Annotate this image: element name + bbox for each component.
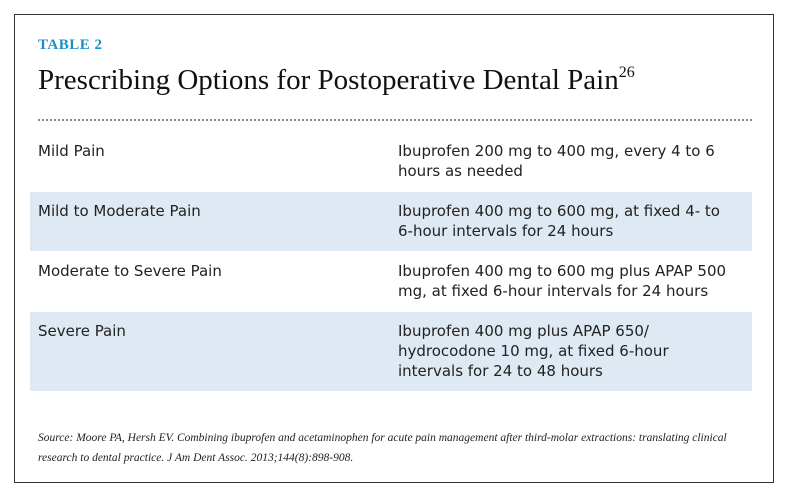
frame <box>14 14 774 483</box>
table-row: Moderate to Severe Pain Ibuprofen 400 mg … <box>30 252 752 312</box>
pain-level-cell: Severe Pain <box>38 322 126 340</box>
dosage-cell: Ibuprofen 400 mg to 600 mg plus APAP 500… <box>398 262 727 300</box>
dosage-cell: Ibuprofen 400 mg plus APAP 650/ hydrocod… <box>398 322 669 380</box>
pain-level-cell: Mild to Moderate Pain <box>38 202 201 220</box>
table: Mild Pain Ibuprofen 200 mg to 400 mg, eve… <box>30 132 752 392</box>
divider <box>38 119 752 121</box>
dosage-cell: Ibuprofen 400 mg to 600 mg, at fixed 4- … <box>398 202 720 240</box>
citation: 26 <box>618 64 635 81</box>
table-row: Mild Pain Ibuprofen 200 mg to 400 mg, eve… <box>30 132 752 192</box>
table-row: Mild to Moderate Pain Ibuprofen 400 mg to… <box>30 192 752 252</box>
pain-level-cell: Moderate to Severe Pain <box>38 262 222 280</box>
table-title: Prescribing Options for Postoperative De… <box>38 64 635 97</box>
table-row: Severe Pain Ibuprofen 400 mg plus APAP 65… <box>30 312 752 392</box>
pain-level-cell: Mild Pain <box>38 142 105 160</box>
dosage-cell: Ibuprofen 200 mg to 400 mg, every 4 to 6… <box>398 142 715 180</box>
title-text: Prescribing Options for Postoperative De… <box>38 64 619 96</box>
source-note: Source: Moore PA, Hersh EV. Combining ib… <box>38 432 727 464</box>
table-label: TABLE 2 <box>38 37 103 53</box>
